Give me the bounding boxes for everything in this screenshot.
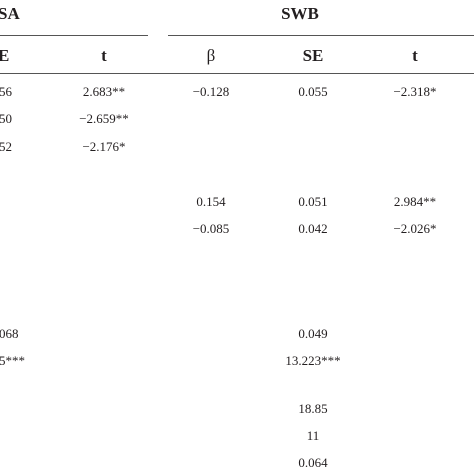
table-cell-se: 0.051 bbox=[298, 194, 328, 209]
group-rule-left bbox=[0, 35, 148, 36]
table-cell-left-se: 50 bbox=[0, 111, 12, 126]
table-cell-left-t: −2.176* bbox=[82, 139, 126, 154]
table-cell-t: −2.318* bbox=[393, 84, 437, 99]
group-header-sa: SA bbox=[0, 4, 20, 23]
table-cell-beta: −0.085 bbox=[192, 221, 230, 236]
table-cell-left-t: −2.659** bbox=[79, 111, 129, 126]
table-cell-se: 18.85 bbox=[298, 401, 328, 416]
table-cell-t: −2.026* bbox=[393, 221, 437, 236]
table-cell-se: 0.042 bbox=[298, 221, 328, 236]
table-cell-se: 13.223*** bbox=[285, 353, 341, 368]
table-cell-beta: 0.154 bbox=[196, 194, 226, 209]
column-header-t: t bbox=[412, 46, 418, 65]
column-header-beta: β bbox=[206, 46, 216, 65]
table-cell-se: 0.055 bbox=[298, 84, 328, 99]
table-cell-left-se: 068 bbox=[0, 326, 19, 341]
table-cell-left-t: 2.683** bbox=[82, 84, 126, 99]
table-cell-beta: −0.128 bbox=[192, 84, 230, 99]
column-header-se-left: E bbox=[0, 46, 10, 65]
header-rule bbox=[0, 73, 474, 74]
table-cell-se: 11 bbox=[306, 428, 320, 443]
column-header-t-left: t bbox=[101, 46, 107, 65]
table-cell-t: 2.984** bbox=[393, 194, 437, 209]
group-header-swb: SWB bbox=[281, 4, 319, 23]
table-cell-se: 0.049 bbox=[298, 326, 328, 341]
group-rule-right bbox=[168, 35, 474, 36]
table-cell-left-se: 52 bbox=[0, 139, 12, 154]
table-cell-se: 0.064 bbox=[298, 455, 328, 470]
table-cell-left-se: 56 bbox=[0, 84, 12, 99]
column-header-se: SE bbox=[302, 46, 324, 65]
table-cell-left-se: 5*** bbox=[0, 353, 25, 368]
